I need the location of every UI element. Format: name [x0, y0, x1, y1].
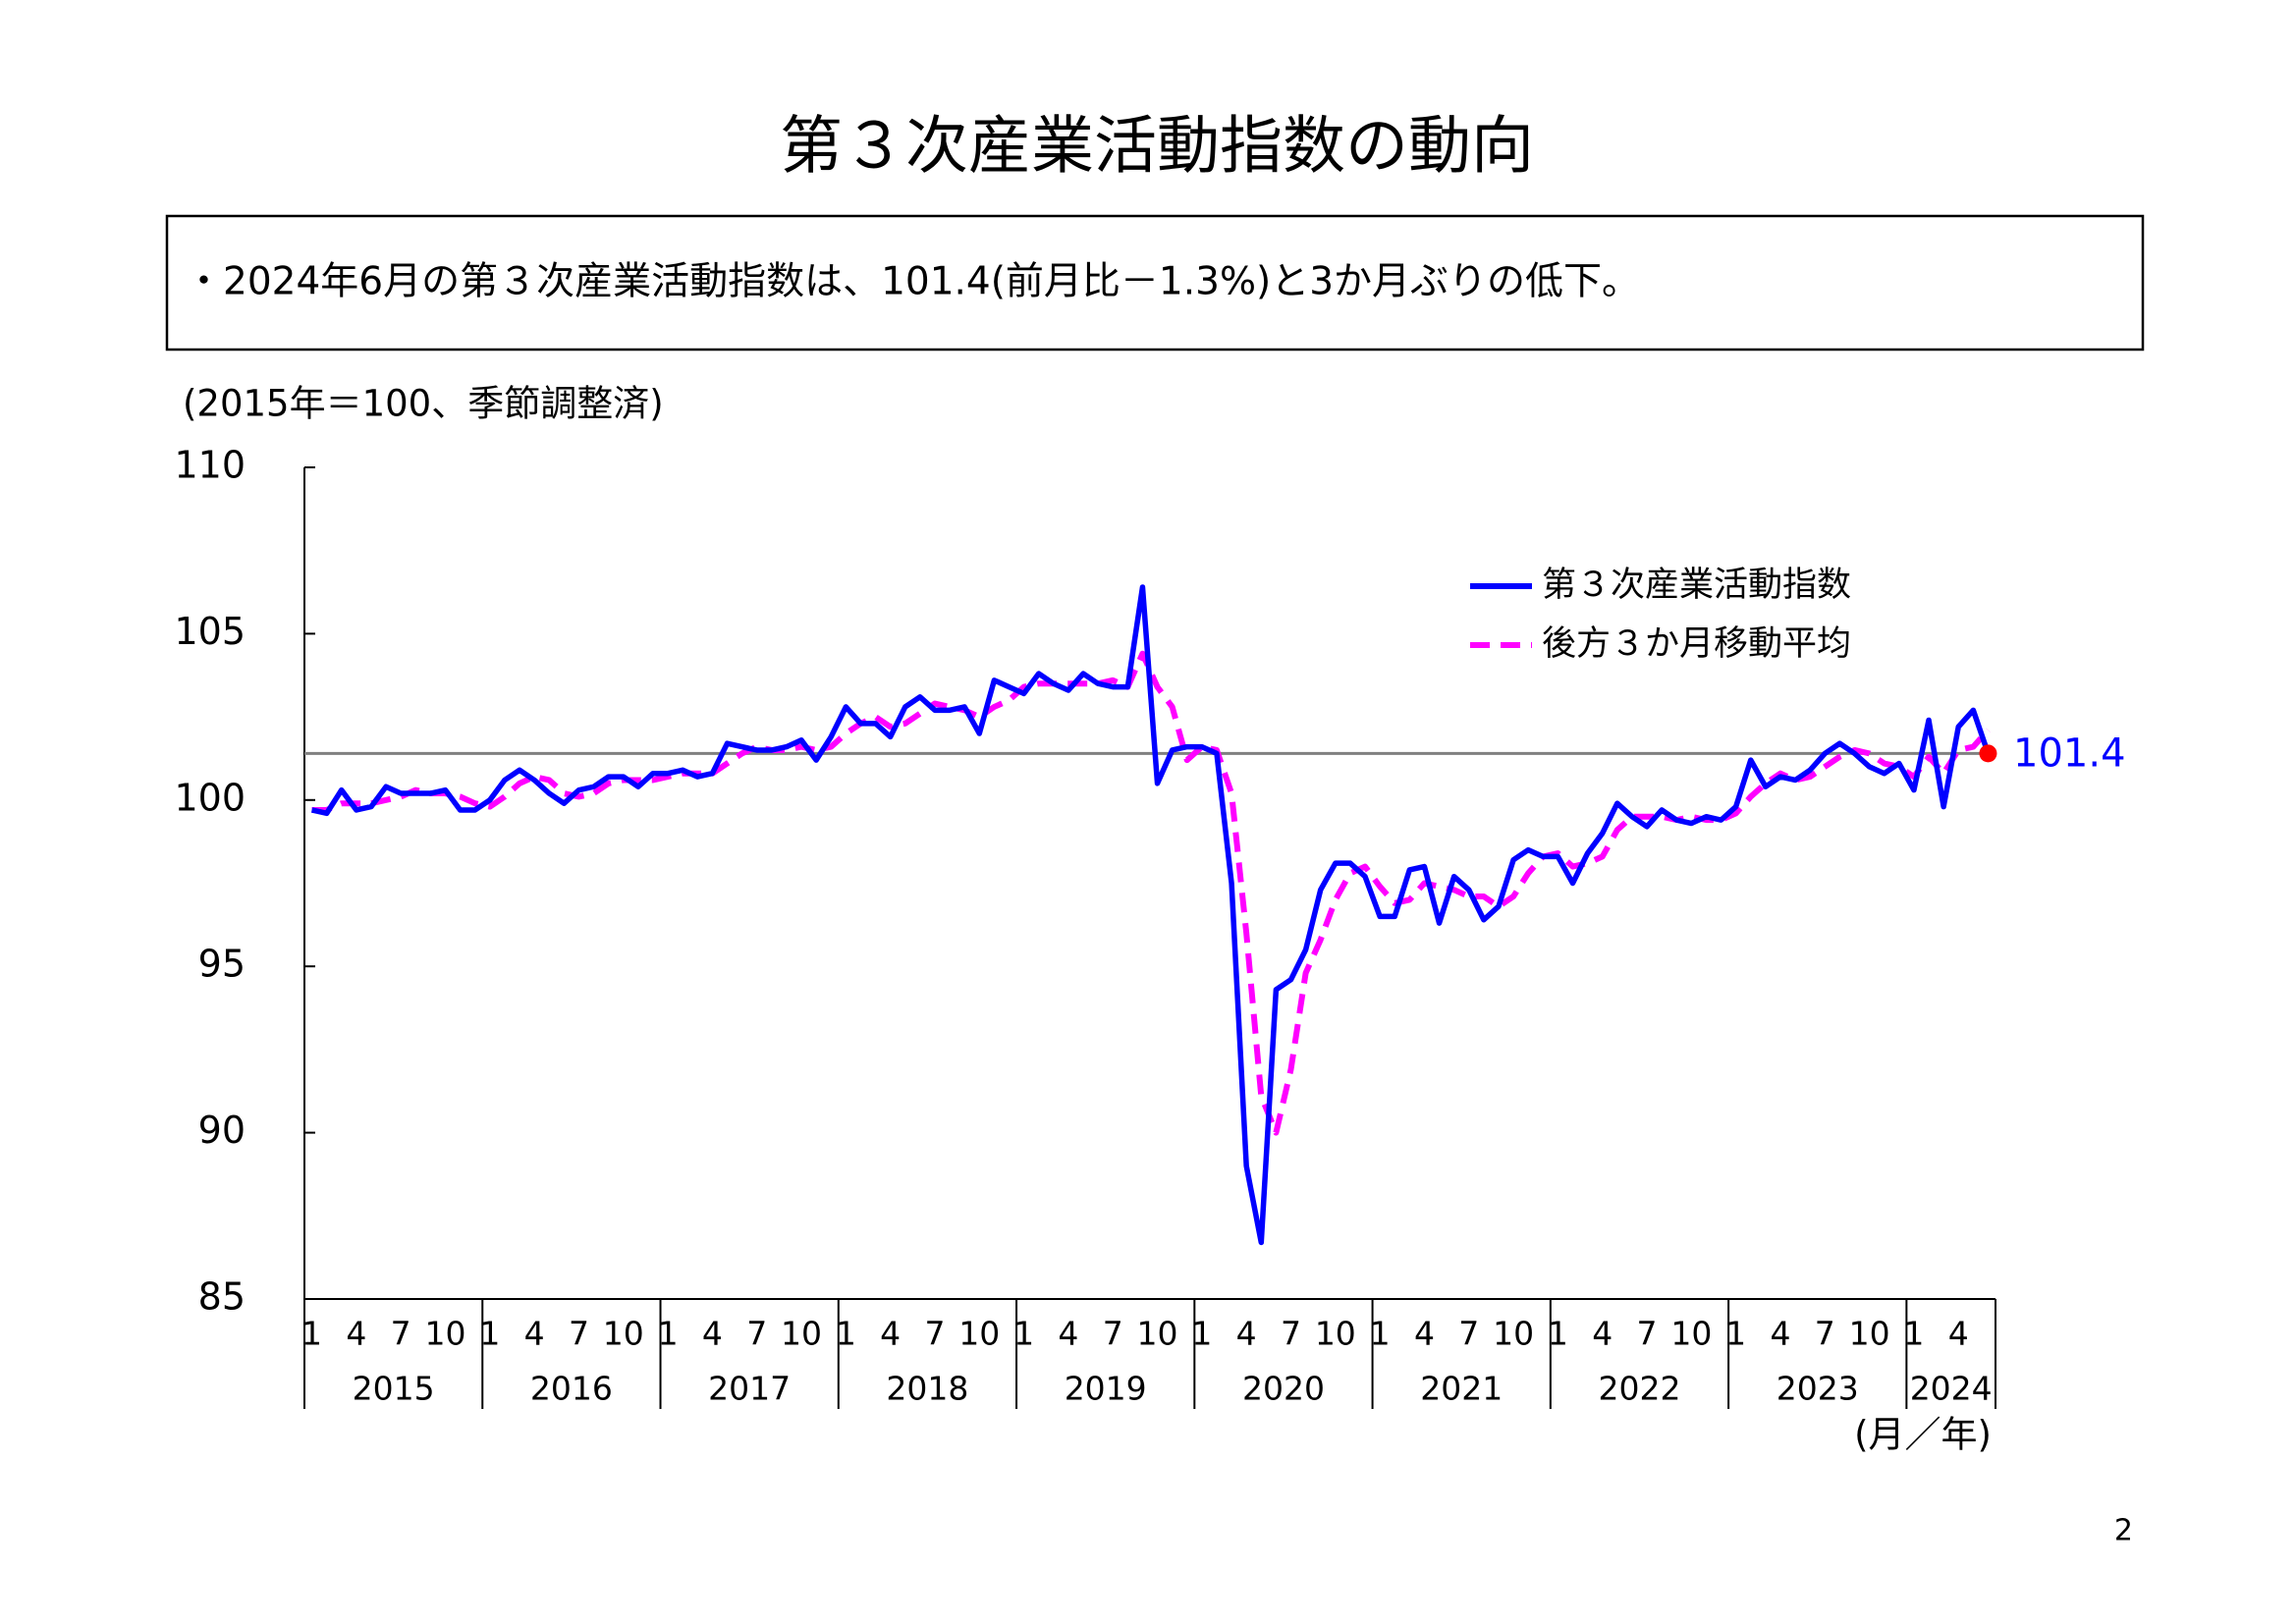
year-label: 2022 — [1598, 1370, 1680, 1408]
y-tick-label: 90 — [198, 1109, 246, 1152]
slide-title: 第３次産業活動指数の動向 — [780, 111, 1534, 184]
x-tick-label: 7 — [1458, 1315, 1479, 1353]
series-line — [311, 650, 1991, 1136]
x-tick-label: 7 — [1637, 1315, 1658, 1353]
x-tick-label: 4 — [1414, 1315, 1435, 1353]
summary-text: ・2024年6月の第３次産業活動指数は、101.4(前月比－1.3%)と3か月ぶ… — [185, 260, 1640, 304]
year-label: 2020 — [1242, 1370, 1325, 1408]
x-tick-label: 4 — [702, 1315, 723, 1353]
x-tick-label: 7 — [924, 1315, 945, 1353]
x-tick-label: 10 — [1670, 1315, 1712, 1353]
year-label: 2016 — [530, 1370, 613, 1408]
x-tick-label: 7 — [391, 1315, 411, 1353]
year-label: 2023 — [1777, 1370, 1859, 1408]
x-tick-label: 1 — [301, 1315, 322, 1353]
y-axis-unit: (2015年＝100、季節調整済) — [183, 383, 664, 425]
x-tick-label: 7 — [1281, 1315, 1301, 1353]
y-tick-label: 105 — [174, 610, 246, 653]
year-label: 2021 — [1420, 1370, 1503, 1408]
x-tick-label: 1 — [1191, 1315, 1212, 1353]
x-tick-label: 7 — [1815, 1315, 1835, 1353]
x-tick-label: 1 — [1903, 1315, 1924, 1353]
x-tick-label: 4 — [346, 1315, 366, 1353]
year-label: 2024 — [1910, 1370, 1993, 1408]
reference-label: 101.4 — [2013, 731, 2126, 776]
x-tick-label: 4 — [1948, 1315, 1969, 1353]
x-axis-unit: (月／年) — [1854, 1414, 1992, 1456]
latest-point — [1979, 744, 1997, 763]
y-tick-label: 95 — [198, 943, 246, 986]
x-tick-label: 1 — [1370, 1315, 1391, 1353]
x-tick-label: 10 — [1315, 1315, 1356, 1353]
year-label: 2015 — [353, 1370, 435, 1408]
year-label: 2017 — [708, 1370, 791, 1408]
x-tick-label: 4 — [1236, 1315, 1257, 1353]
y-tick-label: 110 — [174, 444, 246, 487]
x-tick-label: 10 — [1493, 1315, 1534, 1353]
legend-label: 後方３か月移動平均 — [1542, 624, 1851, 664]
x-tick-label: 1 — [658, 1315, 679, 1353]
legend-label: 第３次産業活動指数 — [1542, 566, 1851, 605]
year-label: 2018 — [886, 1370, 968, 1408]
year-label: 2019 — [1065, 1370, 1147, 1408]
x-tick-label: 1 — [1548, 1315, 1568, 1353]
x-tick-label: 1 — [479, 1315, 500, 1353]
summary-box — [165, 214, 2145, 352]
x-tick-label: 4 — [1058, 1315, 1078, 1353]
x-tick-label: 4 — [880, 1315, 901, 1353]
page-number: 2 — [2114, 1514, 2133, 1548]
y-tick-label: 85 — [198, 1275, 246, 1319]
x-tick-label: 10 — [1849, 1315, 1890, 1353]
x-tick-label: 4 — [1770, 1315, 1790, 1353]
x-tick-label: 10 — [425, 1315, 466, 1353]
x-tick-label: 4 — [1592, 1315, 1613, 1353]
x-tick-label: 7 — [746, 1315, 767, 1353]
x-tick-label: 1 — [1013, 1315, 1034, 1353]
x-tick-label: 10 — [958, 1315, 1000, 1353]
x-tick-label: 10 — [1137, 1315, 1178, 1353]
x-tick-label: 10 — [781, 1315, 822, 1353]
x-tick-label: 7 — [569, 1315, 589, 1353]
x-tick-label: 1 — [1725, 1315, 1746, 1353]
x-tick-label: 7 — [1103, 1315, 1123, 1353]
x-tick-label: 4 — [524, 1315, 545, 1353]
x-tick-label: 10 — [603, 1315, 644, 1353]
x-tick-label: 1 — [836, 1315, 856, 1353]
y-tick-label: 100 — [174, 776, 246, 819]
series-line — [310, 584, 1992, 1246]
